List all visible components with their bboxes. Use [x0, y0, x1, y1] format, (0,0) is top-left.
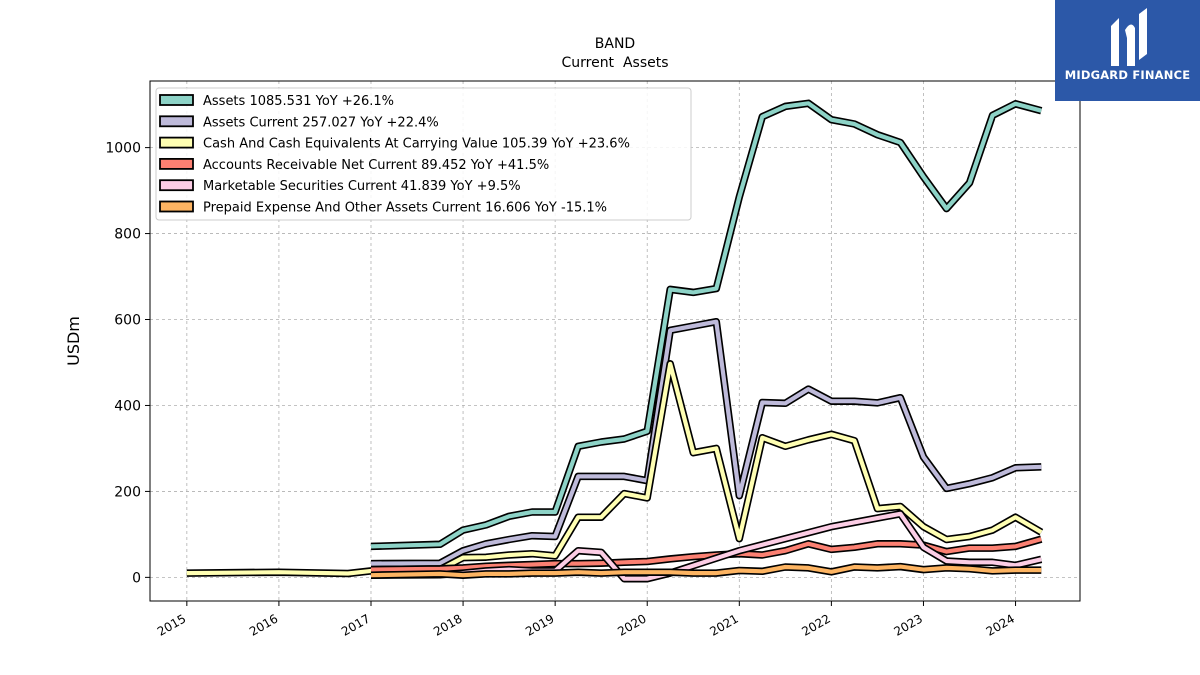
x-tick-label: 2024 — [984, 611, 1017, 638]
brand-mark-icon — [1111, 8, 1147, 67]
chart-subtitle: Current Assets — [561, 55, 668, 71]
legend-swatch — [159, 94, 194, 106]
legend-swatch — [159, 157, 194, 170]
legend-label: Assets 1085.531 YoY +26.1% — [203, 94, 394, 109]
legend-label: Prepaid Expense And Other Assets Current… — [203, 201, 607, 216]
legend-label: Assets Current 257.027 YoY +22.4% — [203, 115, 439, 130]
legend-swatch — [159, 115, 194, 128]
x-tick-label: 2015 — [155, 611, 188, 638]
x-tick-label: 2016 — [247, 611, 280, 638]
legend-box — [155, 87, 692, 221]
series-line — [370, 101, 1042, 549]
series-3 — [186, 360, 1044, 578]
series-2 — [370, 317, 1042, 568]
x-tick-label: 2020 — [615, 611, 648, 638]
x-tick-label: 2022 — [799, 611, 832, 638]
x-tick-label: 2021 — [707, 611, 740, 638]
y-tick-label: 800 — [114, 227, 141, 243]
series-line — [186, 361, 1043, 576]
y-tick-label: 400 — [114, 398, 141, 414]
series-line — [370, 564, 1042, 578]
brand-name: MIDGARD FINANCE — [1064, 68, 1191, 82]
series-line — [370, 319, 1042, 566]
chart-title: BAND — [595, 36, 635, 52]
legend-swatch — [159, 136, 194, 149]
legend-swatch — [159, 179, 194, 192]
brand-logo: MIDGARD FINANCE — [1055, 0, 1200, 101]
x-tick-label: 2023 — [892, 611, 925, 638]
y-tick-label: 0 — [132, 570, 141, 586]
axes: 2015 2016 2017 2018 2019 2020 2021 2022 2023 2024… — [105, 141, 1017, 639]
legend-label: Accounts Receivable Net Current 89.452 Y… — [203, 158, 549, 173]
x-tick-label: 2018 — [431, 611, 464, 638]
series-layer — [186, 99, 1044, 583]
series-6 — [370, 562, 1042, 579]
legend-label: Marketable Securities Current 41.839 YoY… — [203, 179, 521, 194]
x-tick-label: 2019 — [523, 611, 556, 638]
legend: Assets 1085.531 YoY +26.1% Assets Current… — [155, 87, 692, 221]
series-1 — [370, 99, 1043, 551]
plot-frame — [149, 80, 1081, 602]
y-tick-label: 200 — [114, 484, 141, 500]
y-tick-label: 1000 — [105, 141, 141, 157]
legend-label: Cash And Cash Equivalents At Carrying Va… — [203, 137, 630, 152]
x-tick-label: 2017 — [339, 611, 372, 638]
y-axis-label: USDm — [64, 316, 83, 366]
legend-swatch — [159, 200, 194, 213]
y-tick-label: 600 — [114, 313, 141, 329]
